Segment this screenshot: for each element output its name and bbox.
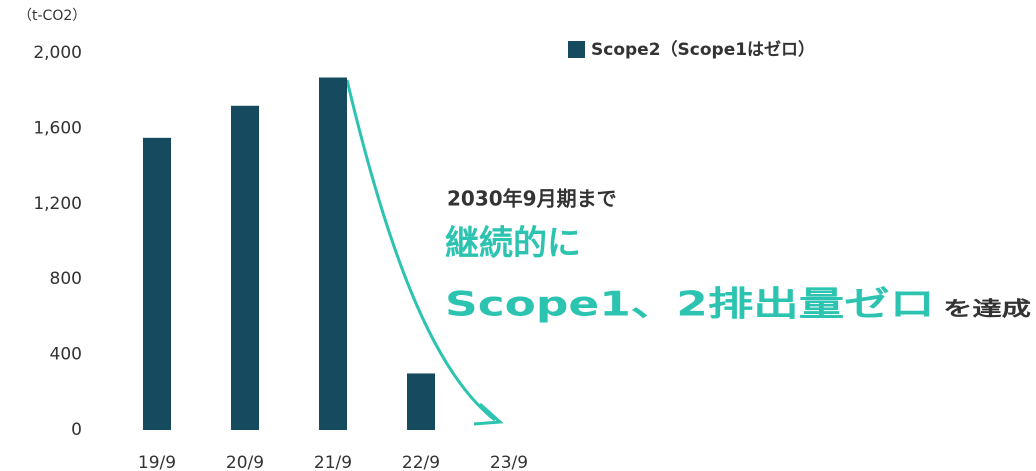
x-tick-label: 23/9 <box>490 453 528 471</box>
x-tick-label: 22/9 <box>402 453 440 471</box>
bar <box>143 137 171 430</box>
x-tick-label: 19/9 <box>138 453 176 471</box>
bar <box>407 373 435 430</box>
legend-swatch <box>568 41 585 58</box>
annotation: を達成 <box>943 297 1031 321</box>
y-tick-label: 2,000 <box>33 43 82 63</box>
annotation: 2030年9月期まで <box>447 187 617 211</box>
annotation: 継続的に <box>445 224 581 264</box>
y-tick-label: 1,200 <box>33 194 82 214</box>
arrow-head <box>473 402 504 426</box>
bar <box>231 105 259 430</box>
trend-arrow <box>345 79 496 422</box>
x-tick-label: 20/9 <box>226 453 264 471</box>
annotation: Scope1、2排出量ゼロ <box>445 285 935 325</box>
y-tick-label: 0 <box>71 420 82 440</box>
legend-label: Scope2（Scope1はゼロ） <box>591 39 815 60</box>
y-tick-label: 800 <box>50 269 82 289</box>
x-tick-label: 21/9 <box>314 453 352 471</box>
y-tick-label: 400 <box>50 345 82 365</box>
bar <box>319 77 347 430</box>
unit-label: （t-CO2） <box>18 8 86 24</box>
y-tick-label: 1,600 <box>33 118 82 138</box>
